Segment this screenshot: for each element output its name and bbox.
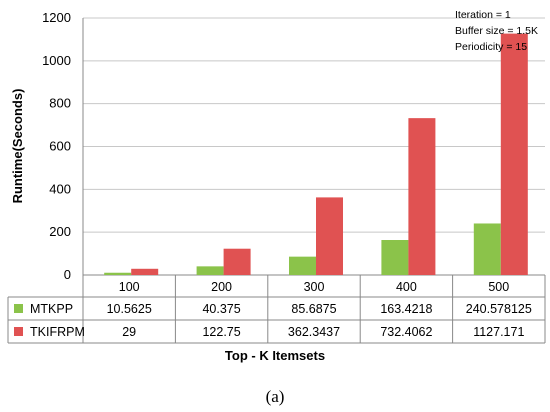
x-axis-label: Top - K Itemsets bbox=[225, 348, 325, 363]
bar-tkifrpm-500 bbox=[500, 33, 528, 275]
legend-swatch-tkifrpm bbox=[14, 327, 23, 336]
y-tick-label: 600 bbox=[49, 139, 71, 154]
y-tick-label: 1000 bbox=[42, 53, 71, 68]
data-label: 1127.171 bbox=[473, 325, 524, 339]
y-axis: 0 200 400 600 800 1000 1200 bbox=[42, 10, 84, 282]
annotation-iteration: Iteration = 1 bbox=[455, 9, 511, 21]
data-label: 40.375 bbox=[202, 302, 240, 316]
data-label: 29 bbox=[122, 325, 136, 339]
bar-tkifrpm-200 bbox=[223, 248, 251, 275]
data-label: 122.75 bbox=[202, 325, 240, 339]
legend-label-tkifrpm: TKIFRPM bbox=[30, 325, 85, 339]
data-table: 100 200 300 400 500 MTKPP 10.5625 40.375 85.6875… bbox=[7, 275, 546, 344]
annotation-periodicity: Periodicity = 15 bbox=[455, 41, 527, 53]
bars bbox=[104, 33, 528, 275]
bar-tkifrpm-400 bbox=[408, 118, 436, 275]
data-label: 163.4218 bbox=[380, 302, 432, 316]
x-tick-label: 400 bbox=[396, 280, 417, 294]
y-axis-label: Runtime(Seconds) bbox=[10, 89, 25, 204]
legend-swatch-mtkpp bbox=[14, 304, 23, 313]
y-tick-label: 0 bbox=[64, 267, 71, 282]
y-tick-label: 400 bbox=[49, 181, 71, 196]
legend-label-mtkpp: MTKPP bbox=[30, 302, 73, 316]
data-label: 362.3437 bbox=[288, 325, 340, 339]
bar-mtkpp-100 bbox=[104, 272, 132, 275]
data-label: 10.5625 bbox=[107, 302, 152, 316]
data-label: 85.6875 bbox=[291, 302, 336, 316]
bar-tkifrpm-300 bbox=[316, 197, 343, 275]
x-tick-label: 500 bbox=[488, 280, 509, 294]
y-tick-label: 1200 bbox=[42, 10, 71, 25]
gridlines bbox=[83, 17, 545, 276]
bar-mtkpp-500 bbox=[473, 223, 501, 275]
x-tick-label: 100 bbox=[119, 280, 140, 294]
data-label: 240.578125 bbox=[466, 302, 532, 316]
figure-caption: (a) bbox=[266, 387, 285, 406]
bar-mtkpp-300 bbox=[289, 256, 316, 275]
x-tick-label: 300 bbox=[304, 280, 325, 294]
annotation-buffer-size: Buffer size = 1.5K bbox=[455, 25, 538, 37]
y-tick-label: 800 bbox=[49, 96, 71, 111]
bar-mtkpp-200 bbox=[196, 266, 224, 275]
data-label: 732.4062 bbox=[380, 325, 432, 339]
annotation-box: Iteration = 1 Buffer size = 1.5K Periodi… bbox=[455, 9, 538, 53]
bar-tkifrpm-100 bbox=[131, 268, 159, 275]
bar-mtkpp-400 bbox=[381, 240, 409, 275]
x-tick-label: 200 bbox=[211, 280, 232, 294]
y-tick-label: 200 bbox=[49, 224, 71, 239]
